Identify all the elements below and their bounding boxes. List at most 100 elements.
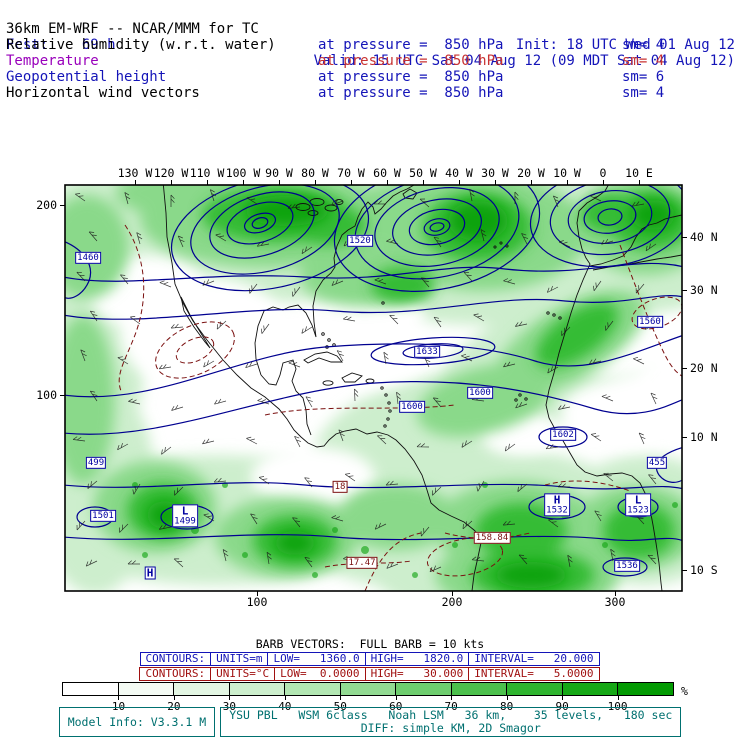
colorbar-label: 20 bbox=[167, 700, 181, 713]
colorbar-segment bbox=[507, 683, 563, 695]
height-contour-label: 455 bbox=[646, 456, 668, 470]
colorbar-tick bbox=[229, 696, 231, 700]
contour-legend-cell: LOW= 0.0000 bbox=[274, 667, 366, 681]
field-level: at pressure = 850 hPa bbox=[318, 53, 504, 69]
field-smoothing: sm= 4 bbox=[622, 85, 665, 101]
right-axis-label: 10 N bbox=[690, 430, 718, 444]
colorbar-tick bbox=[340, 696, 342, 700]
field-row: Horizontal wind vectors at pressure = 850… bbox=[0, 85, 740, 101]
bottom-axis-tick bbox=[257, 591, 258, 596]
colorbar-segment bbox=[340, 683, 397, 695]
top-axis-label: 10 E bbox=[625, 166, 653, 180]
humidity-shading bbox=[65, 185, 682, 591]
top-axis-tick bbox=[207, 180, 208, 185]
colorbar-segment bbox=[174, 683, 230, 695]
top-axis-label: 90 W bbox=[265, 166, 293, 180]
colorbar-tick bbox=[284, 696, 286, 700]
top-axis-label: 30 W bbox=[481, 166, 509, 180]
colorbar-segment bbox=[63, 683, 119, 695]
top-axis-tick bbox=[567, 180, 568, 185]
contour-legend: CONTOURS: UNITS=m LOW= 1360.0 HIGH= 1820.0 I… bbox=[0, 652, 740, 682]
field-name: Relative humidity (w.r.t. water) bbox=[6, 37, 276, 53]
temperature-contours bbox=[118, 224, 682, 591]
diffusion-line: DIFF: simple KM, 2D Smagor bbox=[360, 721, 541, 735]
left-axis-tick bbox=[60, 205, 65, 206]
top-axis-tick bbox=[495, 180, 496, 185]
wind-barbs bbox=[72, 188, 658, 573]
field-row: Temperature at pressure = 850 hPa sm= 4 bbox=[0, 53, 740, 69]
colorbar-label: 80 bbox=[500, 700, 514, 713]
top-axis-label: 0 bbox=[599, 166, 607, 180]
bottom-axis-label: 100 bbox=[246, 595, 268, 609]
height-contour-label: H 1532 bbox=[544, 493, 570, 517]
colorbar-label: 10 bbox=[111, 700, 126, 713]
left-axis-label: 200 bbox=[36, 198, 57, 212]
bottom-axis-label: 200 bbox=[441, 595, 463, 609]
field-level: at pressure = 850 hPa bbox=[318, 37, 504, 53]
top-axis-tick bbox=[351, 180, 352, 185]
height-contour-label: 1460 bbox=[75, 251, 101, 265]
top-axis-tick bbox=[423, 180, 424, 185]
height-contour-label: 1602 bbox=[550, 428, 576, 442]
colorbar-label: 100 bbox=[607, 700, 628, 713]
field-name: Geopotential height bbox=[6, 69, 167, 85]
height-contour-label: 1536 bbox=[614, 559, 640, 573]
top-axis-label: 40 W bbox=[445, 166, 473, 180]
field-list: Relative humidity (w.r.t. water) at press… bbox=[0, 37, 740, 101]
map-plot: 130 W 120 W 110 W 100 W 90 W 80 W 70 W 60 W 50 W… bbox=[36, 166, 717, 609]
contour-legend-row: CONTOURS: UNITS=°C LOW= 0.0000 HIGH= 30.000… bbox=[0, 667, 740, 681]
contour-legend-cell: HIGH= 30.000 bbox=[364, 667, 470, 681]
right-axis-tick bbox=[682, 237, 687, 238]
top-axis-label: 80 W bbox=[301, 166, 329, 180]
height-contour-label: 1633 bbox=[414, 345, 440, 359]
field-name: Temperature bbox=[6, 53, 99, 69]
field-smoothing: sm= 4 bbox=[622, 53, 665, 69]
contour-legend-cell: CONTOURS: bbox=[139, 667, 212, 681]
field-smoothing: sm= 4 bbox=[622, 37, 665, 53]
colorbar-tick bbox=[395, 696, 397, 700]
top-axis-tick bbox=[531, 180, 532, 185]
right-axis-tick bbox=[682, 290, 687, 291]
colorbar-segment bbox=[229, 683, 286, 695]
plot-header: 36km EM-WRF -- NCAR/MMM for TC Init: 18 … bbox=[0, 5, 740, 101]
colorbar-segment bbox=[118, 683, 175, 695]
colorbar-segment bbox=[618, 683, 674, 695]
physics-line: YSU PBL WSM 6class Noah LSM 36 km, 35 le… bbox=[229, 708, 673, 722]
header-row-valid: Fcst: 69 h Valid: 15 UTC Sat 04 Aug 12 (… bbox=[0, 21, 740, 69]
height-contour-label: L 1523 bbox=[625, 493, 651, 517]
colorbar: % 10 20 30 40 50 60 70 80 90 100 bbox=[62, 682, 688, 713]
model-physics-box: YSU PBL WSM 6class Noah LSM 36 km, 35 le… bbox=[220, 707, 682, 737]
colorbar-label: 30 bbox=[222, 700, 236, 713]
contour-legend-cell: HIGH= 1820.0 bbox=[364, 652, 470, 666]
top-axis-label: 110 W bbox=[189, 166, 225, 180]
top-axis-label: 10 W bbox=[553, 166, 581, 180]
colorbar-tick bbox=[617, 696, 619, 700]
colorbar-label: 50 bbox=[333, 700, 347, 713]
temp-contour-label: 18 bbox=[332, 480, 348, 494]
bottom-axis-label: 300 bbox=[604, 595, 626, 609]
temp-contour-label: 158.84 bbox=[473, 531, 511, 545]
right-axis-label: 10 S bbox=[690, 563, 718, 577]
height-contour-label: 1560 bbox=[637, 315, 663, 329]
contour-legend-cell: UNITS=m bbox=[210, 652, 269, 666]
top-axis-tick bbox=[171, 180, 172, 185]
right-axis-label: 30 N bbox=[690, 283, 718, 297]
colorbar-tick bbox=[451, 696, 453, 700]
convective-speckles bbox=[132, 482, 678, 578]
model-title: 36km EM-WRF -- NCAR/MMM for TC bbox=[6, 21, 259, 37]
colorbar-label: 90 bbox=[555, 700, 569, 713]
height-contour-label: L 1499 bbox=[172, 504, 198, 528]
height-contour-label: H bbox=[144, 566, 156, 580]
height-contour-label: 1501 bbox=[90, 509, 116, 523]
field-name: Horizontal wind vectors bbox=[6, 85, 200, 101]
forecast-hour: Fcst: 69 h bbox=[6, 37, 116, 53]
top-axis-label: 130 W bbox=[117, 166, 153, 180]
top-axis-tick bbox=[603, 180, 604, 185]
top-axis-tick bbox=[387, 180, 388, 185]
colorbar-tick bbox=[562, 696, 564, 700]
top-axis-label: 100 W bbox=[225, 166, 261, 180]
top-axis-tick bbox=[315, 180, 316, 185]
right-axis-tick bbox=[682, 570, 687, 571]
contour-legend-cell: CONTOURS: bbox=[139, 652, 212, 666]
